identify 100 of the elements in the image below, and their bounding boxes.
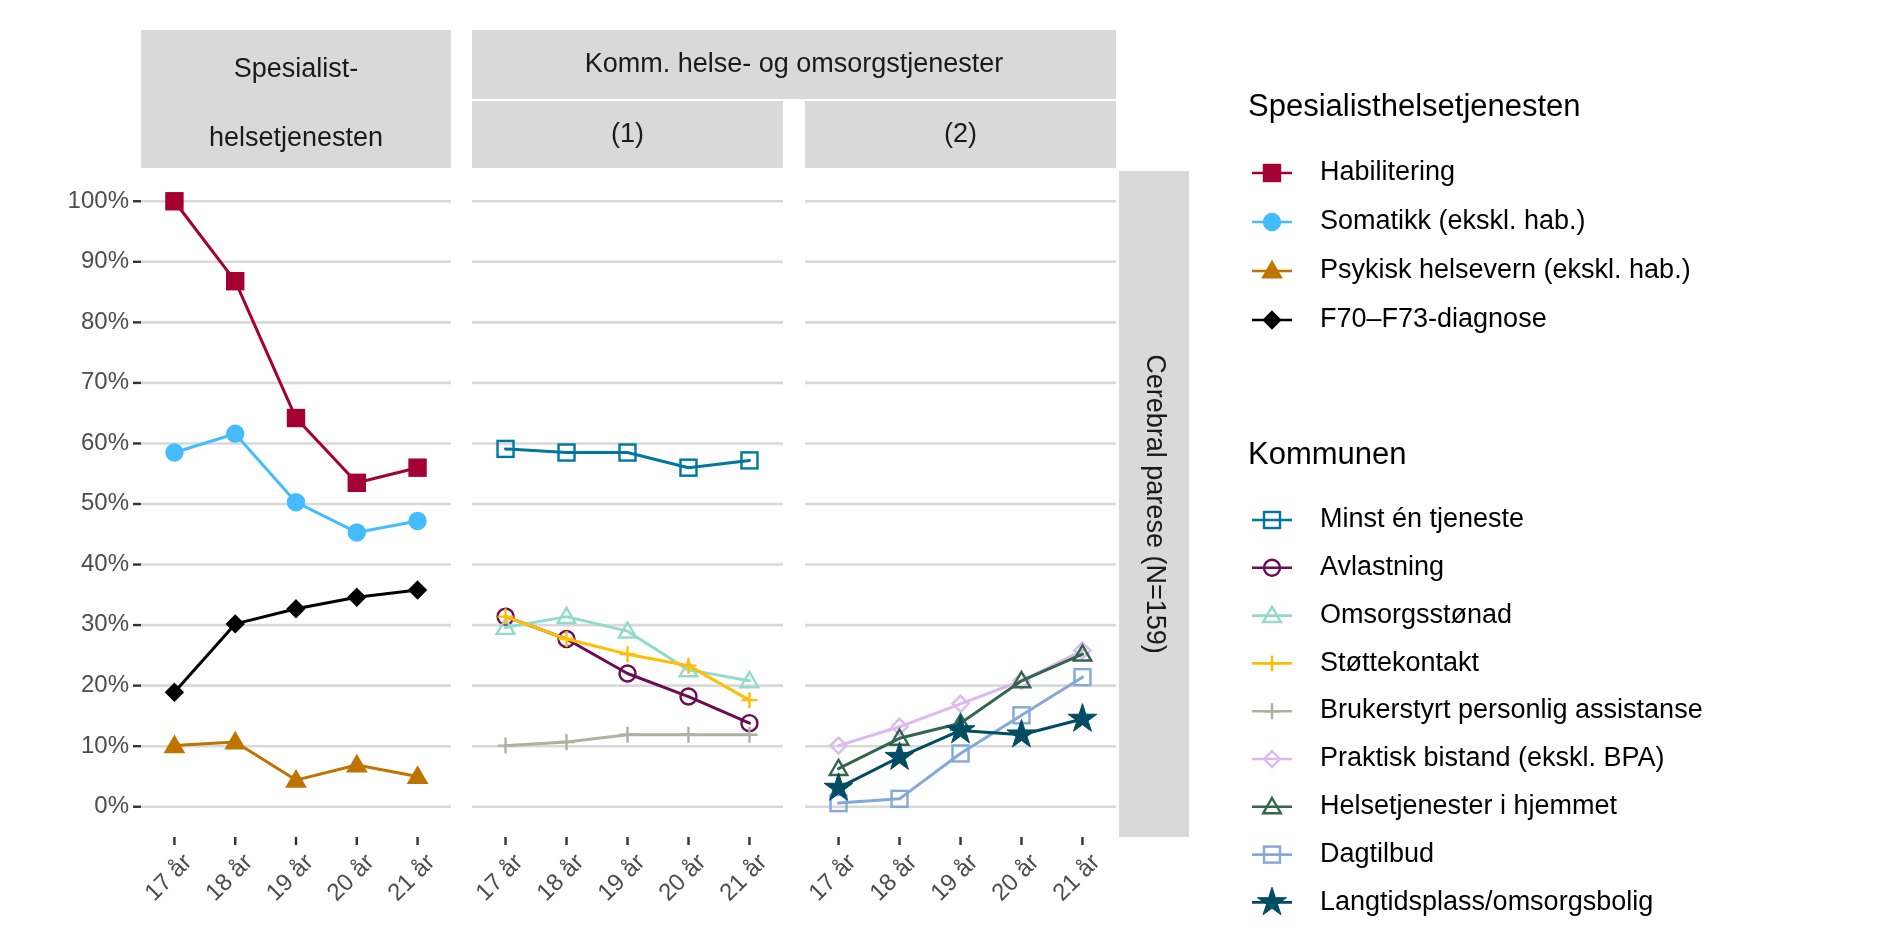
point (618, 664, 637, 683)
y-tick-label: 80% (80, 306, 129, 334)
point (889, 728, 910, 746)
x-tick-label: 18 år (199, 847, 258, 906)
point (618, 725, 637, 744)
point (225, 731, 246, 750)
y-tick-label: 50% (80, 488, 129, 516)
point (823, 772, 854, 801)
point (828, 758, 849, 777)
point (951, 744, 970, 763)
legend-label: Psykisk helsevern (ekskl. hab.) (1320, 254, 1691, 285)
x-tick-label: 18 år (863, 847, 922, 906)
point (496, 439, 515, 459)
point (226, 614, 245, 634)
point (496, 736, 515, 755)
legend-title: Kommunen (1248, 436, 1407, 472)
point (346, 754, 367, 773)
point (286, 408, 306, 428)
x-tick-label: 19 år (924, 847, 983, 906)
point (740, 725, 759, 744)
point (1012, 706, 1031, 725)
x-tick-label: 20 år (652, 847, 711, 906)
point (286, 770, 306, 788)
point (226, 424, 245, 443)
point (829, 736, 848, 755)
point (347, 473, 366, 493)
legend-label: F70–F73-diagnose (1320, 303, 1547, 334)
y-tick-label: 60% (80, 427, 129, 455)
point (739, 670, 760, 689)
x-tick-label: 19 år (591, 847, 650, 906)
y-tick-label: 10% (80, 730, 129, 758)
point (679, 458, 698, 477)
point (408, 580, 427, 600)
point (286, 599, 306, 618)
point (164, 735, 185, 754)
x-tick-label: 20 år (985, 847, 1044, 906)
point (884, 741, 915, 770)
point (951, 694, 970, 713)
point (495, 617, 516, 636)
legend-label: Somatikk (ekskl. hab.) (1320, 205, 1586, 236)
x-tick-label: 17 år (138, 847, 197, 906)
point (679, 687, 698, 706)
legend-label: Helsetjenester i hjemmet (1320, 789, 1618, 820)
legend-label: Langtidsplass/omsorgsbolig (1320, 885, 1654, 916)
x-tick-label: 19 år (260, 847, 318, 906)
legend-label: Brukerstyrt personlig assistanse (1320, 694, 1703, 725)
y-tick-label: 40% (80, 548, 129, 576)
x-tick-label: 20 år (320, 847, 379, 906)
point (407, 766, 428, 785)
point (556, 606, 577, 625)
y-tick-label: 70% (80, 367, 129, 395)
chart-title: Spesialist- helsetjenesten (208, 53, 384, 153)
y-tick-label: 90% (80, 246, 129, 274)
x-tick-label: 21 år (713, 847, 772, 906)
point (890, 789, 909, 809)
point (165, 443, 184, 462)
point (1006, 718, 1037, 748)
point (618, 443, 637, 462)
point (1067, 703, 1098, 732)
point (679, 725, 698, 744)
point (557, 732, 576, 752)
legend-label: Støttekontakt (1320, 646, 1480, 677)
point (1073, 667, 1092, 687)
point (945, 714, 976, 744)
legend-label: Dagtilbud (1320, 837, 1435, 868)
chart-subtitle: (2) (944, 118, 977, 149)
legend-label: Habilitering (1320, 156, 1456, 187)
legend-label: Omsorgsstønad (1320, 598, 1513, 629)
point (408, 458, 427, 477)
point (890, 717, 909, 737)
x-tick-label: 17 år (802, 847, 861, 906)
x-tick-label: 18 år (530, 847, 589, 906)
y-tick-label: 30% (80, 609, 129, 637)
point (408, 511, 427, 531)
x-tick-label: 17 år (469, 847, 528, 906)
point (226, 271, 245, 291)
point (740, 451, 759, 470)
text: Cerebral parese (N=159) (1140, 354, 1171, 654)
point (740, 713, 759, 733)
x-tick-label: 21 år (381, 847, 440, 906)
point (347, 588, 366, 607)
y-tick-label: 20% (80, 669, 129, 697)
point (165, 192, 184, 211)
point (347, 523, 366, 542)
legend-title: Spesialisthelsetjenesten (1248, 88, 1581, 124)
chart-subtitle: (1) (611, 118, 644, 149)
chart-title: Komm. helse- og omsorgstjenester (584, 48, 1004, 79)
point (165, 683, 184, 702)
point (286, 492, 306, 512)
legend-label: Avlastning (1320, 550, 1445, 581)
point (557, 443, 576, 462)
x-tick-label: 21 år (1046, 847, 1105, 906)
y-tick-label: 0% (94, 791, 129, 819)
point (829, 793, 848, 813)
legend-label: Praktisk bistand (ekskl. BPA) (1320, 742, 1665, 773)
point (617, 621, 638, 639)
legend-label: Minst én tjeneste (1320, 503, 1525, 534)
point (618, 644, 637, 664)
point (740, 690, 759, 710)
y-tick-label: 100% (67, 185, 129, 213)
